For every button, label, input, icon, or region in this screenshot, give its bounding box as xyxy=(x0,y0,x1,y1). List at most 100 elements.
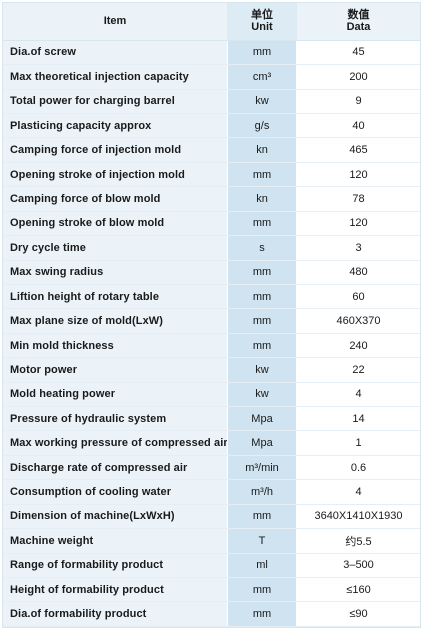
row-unit: T xyxy=(227,529,297,552)
row-unit: mm xyxy=(227,285,297,308)
row-value: 14 xyxy=(297,407,420,430)
table-row: Plasticing capacity approx g/s 40 xyxy=(3,114,420,138)
table-row: Dia.of formability product mm ≤90 xyxy=(3,602,420,626)
row-unit: mm xyxy=(227,505,297,528)
table-row: Max working pressure of compressed air M… xyxy=(3,431,420,455)
row-item: Max working pressure of compressed air xyxy=(3,431,227,454)
row-item: Consumption of cooling water xyxy=(3,480,227,503)
row-value: 120 xyxy=(297,163,420,186)
row-unit: mm xyxy=(227,309,297,332)
row-unit: mm xyxy=(227,261,297,284)
table-row: Liftion height of rotary table mm 60 xyxy=(3,285,420,309)
row-item: Mold heating power xyxy=(3,383,227,406)
row-item: Dry cycle time xyxy=(3,236,227,259)
row-item: Camping force of blow mold xyxy=(3,187,227,210)
row-item: Machine weight xyxy=(3,529,227,552)
row-unit: kw xyxy=(227,383,297,406)
row-item: Height of formability product xyxy=(3,578,227,601)
row-unit: kw xyxy=(227,90,297,113)
row-item: Opening stroke of blow mold xyxy=(3,212,227,235)
row-value: 3640X1410X1930 xyxy=(297,505,420,528)
header-data: 数值 Data xyxy=(297,3,420,40)
row-value: ≤160 xyxy=(297,578,420,601)
header-data-cn: 数值 xyxy=(348,9,370,21)
row-value: 0.6 xyxy=(297,456,420,479)
row-value: 45 xyxy=(297,41,420,64)
row-value: ≤90 xyxy=(297,602,420,625)
table-row: Max theoretical injection capacity cm³ 2… xyxy=(3,65,420,89)
table-row: Machine weight T 约5.5 xyxy=(3,529,420,553)
table-row: Range of formability product ml 3–500 xyxy=(3,554,420,578)
row-unit: mm xyxy=(227,602,297,625)
row-item: Camping force of injection mold xyxy=(3,138,227,161)
table-row: Opening stroke of injection mold mm 120 xyxy=(3,163,420,187)
row-unit: ml xyxy=(227,554,297,577)
row-item: Min mold thickness xyxy=(3,334,227,357)
row-unit: Mpa xyxy=(227,407,297,430)
table-row: Camping force of blow mold kn 78 xyxy=(3,187,420,211)
table-row: Discharge rate of compressed air m³/min … xyxy=(3,456,420,480)
row-value: 9 xyxy=(297,90,420,113)
row-unit: kn xyxy=(227,187,297,210)
table-row: Motor power kw 22 xyxy=(3,358,420,382)
row-item: Max swing radius xyxy=(3,261,227,284)
row-item: Motor power xyxy=(3,358,227,381)
row-unit: mm xyxy=(227,212,297,235)
row-unit: Mpa xyxy=(227,431,297,454)
table-row: Mold heating power kw 4 xyxy=(3,383,420,407)
row-value: 40 xyxy=(297,114,420,137)
row-value: 120 xyxy=(297,212,420,235)
row-item: Range of formability product xyxy=(3,554,227,577)
table-row: Dry cycle time s 3 xyxy=(3,236,420,260)
row-item: Dimension of machine(LxWxH) xyxy=(3,505,227,528)
row-value: 4 xyxy=(297,480,420,503)
table-row: Pressure of hydraulic system Mpa 14 xyxy=(3,407,420,431)
row-value: 78 xyxy=(297,187,420,210)
header-unit-cn: 单位 xyxy=(251,9,273,21)
row-value: 约5.5 xyxy=(297,529,420,552)
row-unit: mm xyxy=(227,578,297,601)
row-value: 60 xyxy=(297,285,420,308)
row-value: 460X370 xyxy=(297,309,420,332)
row-value: 3 xyxy=(297,236,420,259)
table-row: Dimension of machine(LxWxH) mm 3640X1410… xyxy=(3,505,420,529)
row-item: Liftion height of rotary table xyxy=(3,285,227,308)
row-unit: g/s xyxy=(227,114,297,137)
row-item: Pressure of hydraulic system xyxy=(3,407,227,430)
row-value: 3–500 xyxy=(297,554,420,577)
row-item: Max theoretical injection capacity xyxy=(3,65,227,88)
row-unit: mm xyxy=(227,41,297,64)
row-item: Total power for charging barrel xyxy=(3,90,227,113)
row-unit: m³/min xyxy=(227,456,297,479)
row-item: Max plane size of mold(LxW) xyxy=(3,309,227,332)
table-row: Max swing radius mm 480 xyxy=(3,261,420,285)
row-unit: mm xyxy=(227,163,297,186)
row-unit: m³/h xyxy=(227,480,297,503)
table-row: Opening stroke of blow mold mm 120 xyxy=(3,212,420,236)
header-unit: 单位 Unit xyxy=(227,3,297,40)
table-row: Height of formability product mm ≤160 xyxy=(3,578,420,602)
row-unit: kw xyxy=(227,358,297,381)
row-unit: mm xyxy=(227,334,297,357)
row-item: Discharge rate of compressed air xyxy=(3,456,227,479)
row-value: 465 xyxy=(297,138,420,161)
row-item: Dia.of formability product xyxy=(3,602,227,625)
table-row: Camping force of injection mold kn 465 xyxy=(3,138,420,162)
row-item: Opening stroke of injection mold xyxy=(3,163,227,186)
row-value: 22 xyxy=(297,358,420,381)
row-value: 1 xyxy=(297,431,420,454)
table-row: Consumption of cooling water m³/h 4 xyxy=(3,480,420,504)
table-row: Total power for charging barrel kw 9 xyxy=(3,90,420,114)
header-unit-en: Unit xyxy=(251,21,272,33)
row-item: Dia.of screw xyxy=(3,41,227,64)
table-row: Min mold thickness mm 240 xyxy=(3,334,420,358)
table-row: Dia.of screw mm 45 xyxy=(3,41,420,65)
row-value: 200 xyxy=(297,65,420,88)
row-unit: kn xyxy=(227,138,297,161)
row-value: 4 xyxy=(297,383,420,406)
table-row: Max plane size of mold(LxW) mm 460X370 xyxy=(3,309,420,333)
header-data-en: Data xyxy=(347,21,371,33)
table-header: Item 单位 Unit 数值 Data xyxy=(3,3,420,41)
row-value: 480 xyxy=(297,261,420,284)
